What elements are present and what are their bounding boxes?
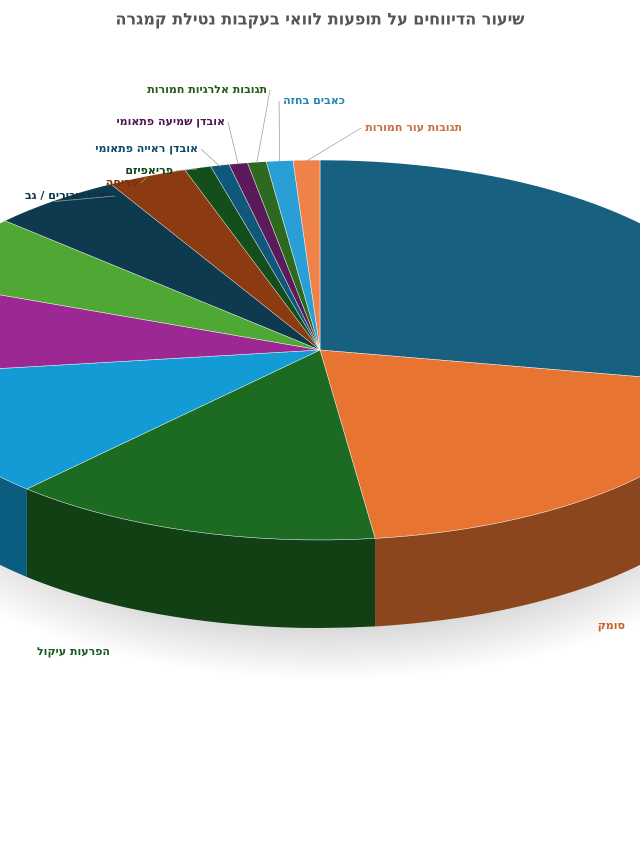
slice-label: אובדן שמיעה פתאומי bbox=[116, 115, 225, 128]
slice-label: פריחה bbox=[106, 176, 138, 189]
leader-line bbox=[227, 121, 239, 165]
slice-label: תגובות עור חמורות bbox=[365, 121, 462, 134]
pie bbox=[0, 159, 640, 628]
leader-line bbox=[306, 127, 362, 162]
slice-label: פריאפיזם bbox=[125, 164, 173, 177]
slice bbox=[319, 159, 640, 377]
slice-side bbox=[375, 476, 640, 627]
slice-label: סומק bbox=[598, 619, 625, 632]
slice bbox=[292, 159, 321, 351]
leader-line bbox=[256, 89, 271, 164]
slice bbox=[0, 294, 321, 369]
slice-label: תגובות אלרגיות חמורות bbox=[147, 83, 267, 96]
chart-title: שיעור הדיווחים על תופעות לוואי בעקבות נט… bbox=[116, 10, 525, 29]
slice-label: אובדן ראייה פתאומי bbox=[95, 142, 198, 155]
slice-label: כאבים בחזה bbox=[283, 94, 345, 107]
slice bbox=[26, 349, 376, 541]
slice-label: הפרעות עיקול bbox=[37, 645, 110, 658]
leader-line bbox=[175, 168, 198, 172]
slice-side bbox=[26, 489, 376, 628]
leader-line bbox=[140, 176, 148, 184]
labels: סומק הפרעות עיקול כאבי שרירים / גבפריחהפרי… bbox=[25, 83, 625, 658]
slice bbox=[0, 349, 321, 490]
leader-line bbox=[54, 195, 116, 202]
slice bbox=[0, 220, 321, 351]
slice-label: כאבי שרירים / גב bbox=[25, 189, 112, 202]
slice-side bbox=[0, 476, 27, 578]
leader-line bbox=[200, 148, 220, 167]
slice bbox=[319, 349, 640, 539]
